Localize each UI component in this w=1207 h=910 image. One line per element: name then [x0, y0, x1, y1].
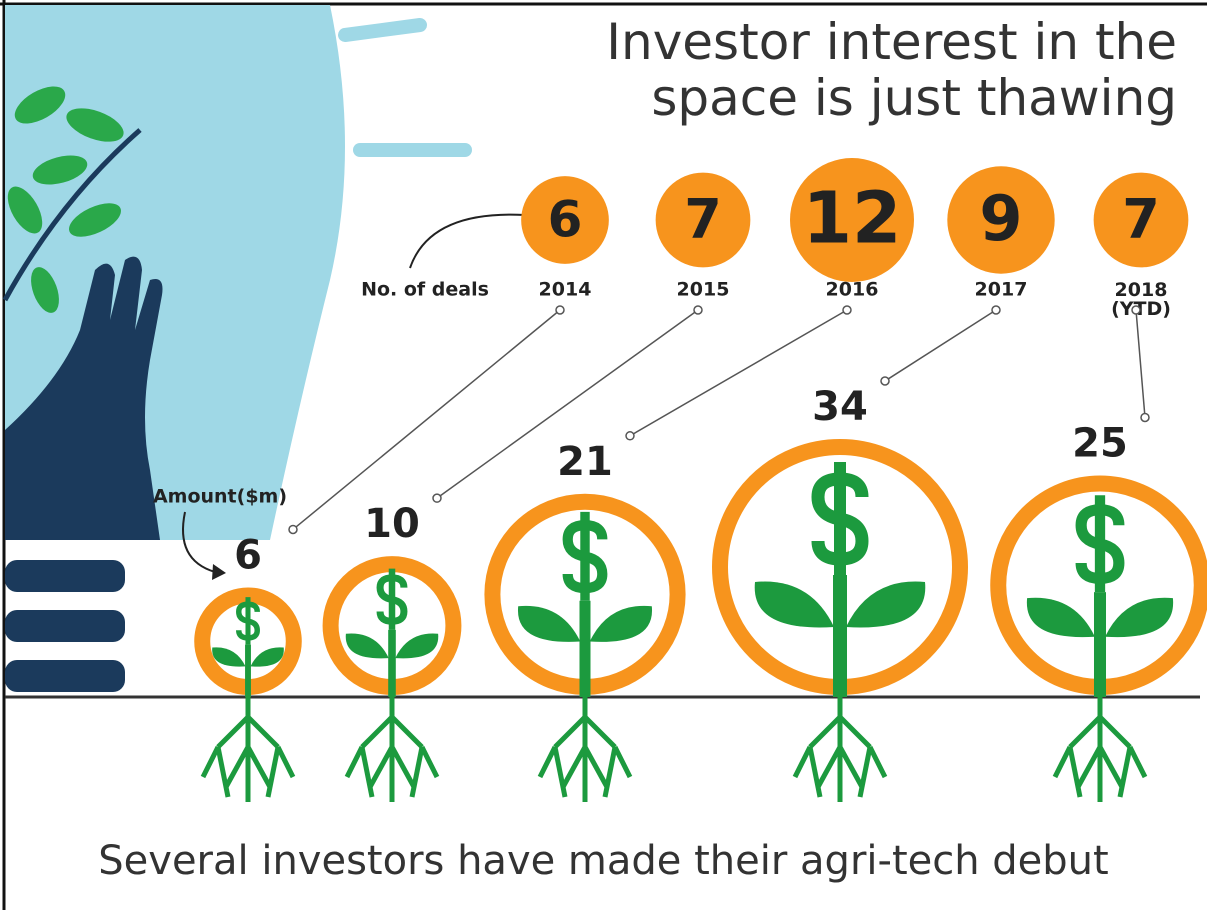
connector-dot	[843, 306, 851, 314]
amount-value: 10	[364, 501, 420, 547]
year-label: 2016	[826, 279, 879, 301]
connector-dot	[1132, 306, 1140, 314]
connector-dot	[1141, 413, 1149, 421]
chart: No. of deals Amount($m) 6 2014 6 7 2015 10 12 2…	[0, 0, 1207, 910]
infographic: No. of deals Amount($m) 6 2014 6 7 2015 10 12 2…	[0, 0, 1207, 910]
connector-dot	[556, 306, 564, 314]
deals-label: No. of deals	[361, 279, 489, 301]
amount-value: 34	[812, 384, 868, 430]
year-label: 2014	[539, 279, 592, 301]
year-label: 2015	[677, 279, 730, 301]
deal-value: 12	[803, 177, 902, 260]
caption: Several investors have made their agri-t…	[0, 838, 1207, 884]
connector-dot	[881, 377, 889, 385]
bulb-base	[5, 560, 125, 692]
year-label: 2017	[975, 279, 1028, 301]
chart-title: Investor interest in the space is just t…	[557, 14, 1177, 126]
deal-value: 7	[684, 188, 722, 251]
amount-value: 25	[1072, 420, 1128, 466]
connector-dot	[433, 494, 441, 502]
deal-value: 7	[1122, 188, 1160, 251]
deal-value: 6	[548, 191, 583, 249]
amount-value: 6	[234, 532, 262, 578]
year-label-line: (YTD)	[1111, 298, 1171, 320]
connector-dot	[626, 432, 634, 440]
ray	[345, 25, 420, 35]
connector-dot	[289, 525, 297, 533]
amount-label: Amount($m)	[153, 486, 287, 508]
amount-value: 21	[557, 439, 613, 485]
connector-dot	[992, 306, 1000, 314]
year-label: 2018(YTD)	[1111, 279, 1171, 320]
deal-value: 9	[979, 182, 1022, 255]
connector-dot	[694, 306, 702, 314]
